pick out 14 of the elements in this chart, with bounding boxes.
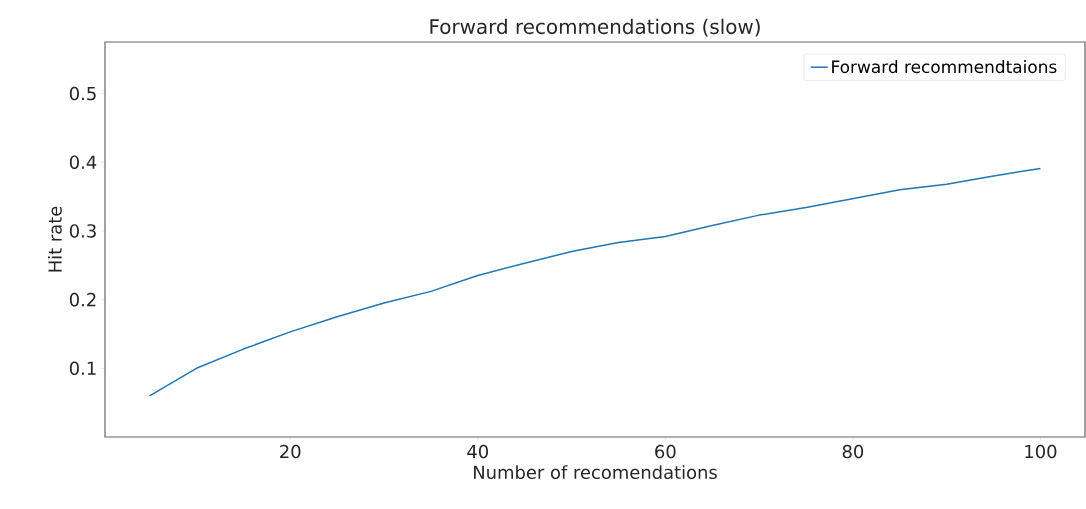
x-tick-label: 40 — [467, 444, 488, 459]
y-tick-label: 0.4 — [69, 155, 97, 169]
y-tick-label: 0.3 — [69, 224, 96, 238]
x-tick-label: 100 — [1025, 444, 1057, 459]
x-tick-label: 60 — [655, 444, 676, 459]
y-tick-label: 0.1 — [69, 361, 96, 376]
legend-label: Forward recommendtaions — [832, 60, 1057, 74]
y-tick-label: 0.5 — [69, 86, 96, 101]
x-tick-label: 80 — [842, 444, 864, 459]
x-tick-label: 20 — [280, 444, 301, 459]
chart-title: Forward recommendations (slow) — [430, 18, 760, 37]
y-axis-title: Hit rate — [47, 206, 62, 272]
x-axis-title: Number of recomendations — [474, 465, 717, 480]
y-tick-label: 0.2 — [69, 292, 96, 307]
